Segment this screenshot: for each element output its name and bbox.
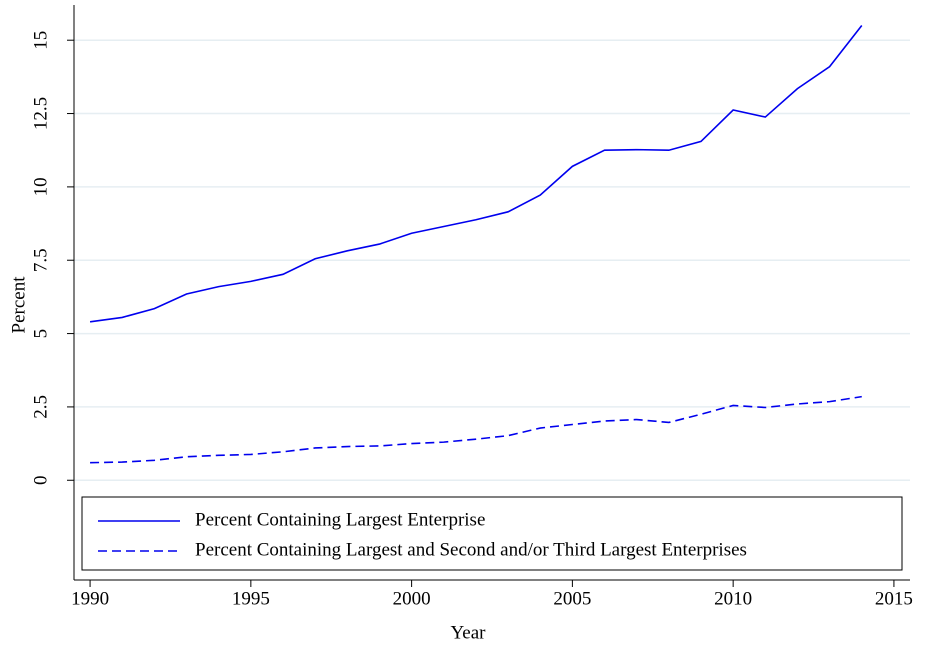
y-tick-label: 12.5 xyxy=(30,97,51,130)
x-tick-label: 2010 xyxy=(714,588,752,609)
legend-label: Percent Containing Largest and Second an… xyxy=(195,539,747,560)
legend-label: Percent Containing Largest Enterprise xyxy=(195,509,485,530)
y-tick-label: 10 xyxy=(30,177,51,196)
y-tick-label: 7.5 xyxy=(30,248,51,272)
x-tick-label: 1995 xyxy=(232,588,270,609)
y-tick-label: 0 xyxy=(30,476,51,486)
x-axis-title: Year xyxy=(450,622,486,643)
y-tick-label: 15 xyxy=(30,31,51,50)
series-line xyxy=(89,25,863,323)
legend-box xyxy=(81,496,903,571)
x-tick-label: 2005 xyxy=(553,588,591,609)
y-axis-title: Percent xyxy=(8,276,29,334)
x-tick-label: 1990 xyxy=(71,588,109,609)
x-tick-label: 2000 xyxy=(393,588,431,609)
series-line xyxy=(90,395,862,464)
y-tick-label: 5 xyxy=(30,329,51,339)
y-tick-label: 2.5 xyxy=(30,395,51,419)
x-tick-label: 2015 xyxy=(875,588,913,609)
